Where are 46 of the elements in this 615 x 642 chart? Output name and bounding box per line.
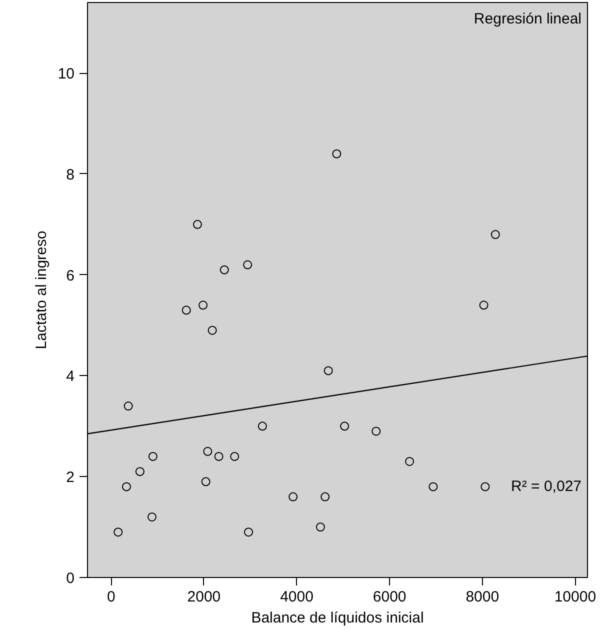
point — [114, 528, 123, 537]
point — [148, 512, 156, 522]
point — [203, 446, 212, 456]
point — [405, 457, 414, 466]
point — [220, 265, 229, 274]
x-tick-label: 4000 — [280, 588, 314, 606]
point — [244, 528, 254, 537]
point — [258, 422, 267, 431]
point — [201, 477, 210, 486]
point — [124, 402, 133, 410]
point — [490, 230, 500, 240]
y-tick-label: 2 — [66, 469, 74, 486]
point — [230, 452, 240, 461]
x-tick-label: 6000 — [372, 588, 406, 606]
point — [214, 452, 224, 461]
point — [316, 522, 325, 532]
x-tick-label: 8000 — [466, 588, 500, 606]
point — [340, 422, 350, 431]
point — [243, 260, 252, 270]
point — [332, 149, 342, 158]
point — [324, 366, 333, 376]
point — [192, 220, 202, 229]
point — [320, 492, 330, 502]
y-axis-title: Lactato al ingreso — [32, 230, 50, 350]
y-tick-label: 10 — [58, 66, 75, 83]
point — [208, 326, 217, 335]
x-tick-label: 0 — [106, 588, 116, 606]
point — [182, 306, 191, 315]
point — [480, 482, 490, 492]
point — [135, 467, 144, 476]
x-tick-label: 10000 — [554, 588, 596, 606]
point — [372, 426, 381, 436]
point — [148, 452, 158, 461]
y-tick-label: 0 — [66, 570, 74, 587]
annotation: R² = 0,027 — [511, 478, 582, 496]
x-axis-title: Balance de líquidos inicial — [251, 610, 424, 626]
point — [428, 482, 438, 492]
annotation: Regresión lineal — [474, 10, 582, 28]
y-tick-label: 8 — [66, 166, 74, 184]
point — [479, 300, 488, 310]
y-tick-label: 6 — [66, 267, 74, 284]
x-tick-label: 2000 — [187, 588, 221, 606]
y-tick-label: 4 — [66, 368, 74, 386]
point — [288, 492, 298, 502]
point — [198, 300, 208, 310]
point — [122, 482, 131, 492]
